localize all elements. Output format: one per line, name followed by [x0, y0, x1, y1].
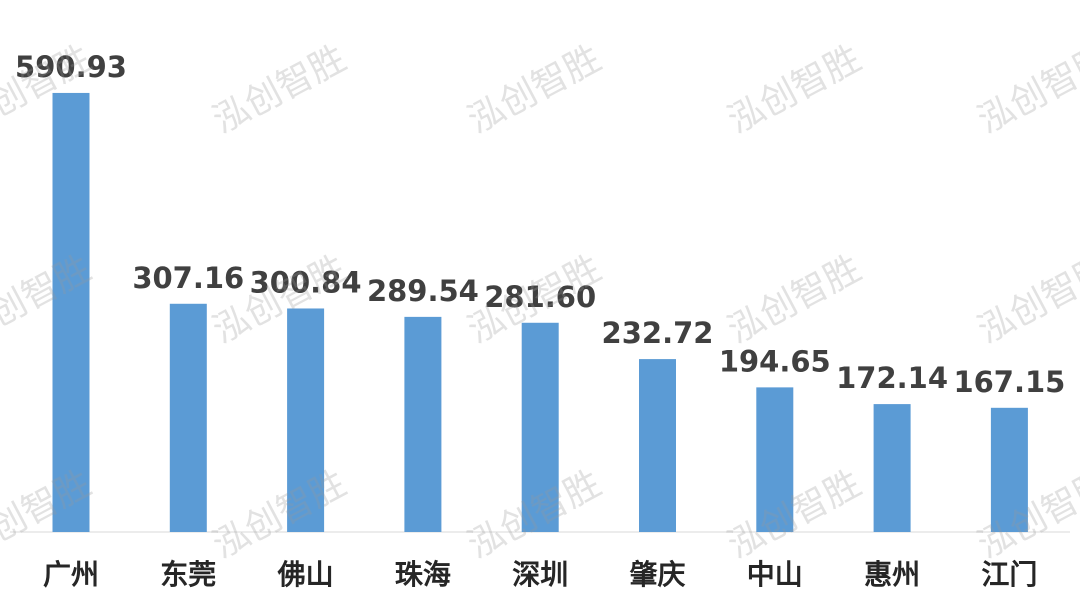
watermark: 泓创智胜	[971, 248, 1080, 352]
x-tick-label: 江门	[981, 558, 1037, 591]
bar	[990, 407, 1028, 532]
x-tick-label: 惠州	[864, 558, 920, 591]
watermark: 泓创智胜	[721, 38, 867, 142]
x-tick-label: 深圳	[512, 558, 568, 591]
x-tick-label: 佛山	[277, 558, 334, 591]
value-label: 289.54	[367, 274, 479, 308]
value-label: 307.16	[132, 261, 244, 295]
watermark: 泓创智胜	[721, 463, 867, 567]
watermark: 泓创智胜	[206, 38, 352, 142]
value-label: 232.72	[602, 316, 714, 350]
x-tick-label: 广州	[43, 558, 99, 591]
value-label: 281.60	[484, 280, 596, 314]
bar	[521, 322, 559, 532]
watermark: 泓创智胜	[461, 38, 607, 142]
value-label: 194.65	[719, 344, 831, 378]
bar	[287, 308, 325, 532]
bar	[873, 404, 911, 532]
x-tick-label: 珠海	[395, 558, 451, 591]
x-tick-label: 东莞	[160, 558, 216, 591]
value-label: 167.15	[953, 365, 1065, 399]
watermark: 泓创智胜	[971, 38, 1080, 142]
value-label: 172.14	[836, 361, 948, 395]
watermark: 泓创智胜	[206, 463, 352, 567]
bar	[52, 92, 90, 532]
bar	[639, 359, 676, 532]
x-tick-label: 中山	[747, 558, 803, 591]
value-label: 590.93	[15, 50, 127, 84]
bar	[756, 387, 794, 532]
bar	[169, 303, 207, 532]
x-tick-label: 肇庆	[629, 558, 685, 591]
bar	[404, 316, 442, 532]
watermark: 泓创智胜	[721, 248, 867, 352]
value-label: 300.84	[250, 265, 362, 299]
